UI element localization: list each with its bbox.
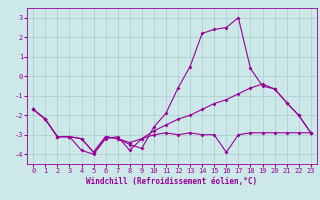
X-axis label: Windchill (Refroidissement éolien,°C): Windchill (Refroidissement éolien,°C): [86, 177, 258, 186]
